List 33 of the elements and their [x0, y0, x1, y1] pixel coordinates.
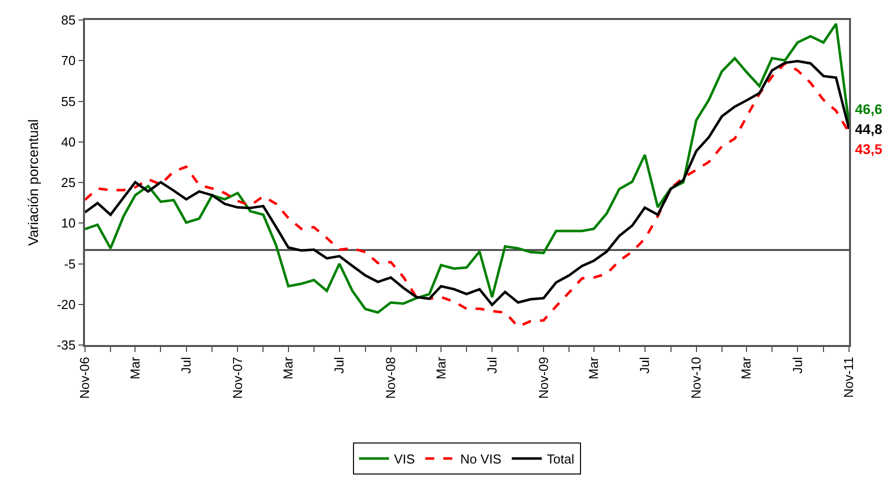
x-tick-label: Jul [484, 356, 500, 374]
x-tick-label: Nov-10 [688, 356, 704, 399]
x-tick-label: Mar [738, 356, 754, 380]
line-series [85, 22, 849, 314]
legend-label: No VIS [460, 452, 502, 467]
x-tick-label: Mar [127, 356, 142, 380]
data-label: 43,5 [855, 141, 882, 157]
y-tick-label: 25 [61, 175, 76, 190]
data-label: 46,6 [855, 101, 882, 117]
x-tick-label: Nov-07 [230, 356, 245, 399]
y-tick-label: 40 [61, 134, 76, 150]
x-tick-label: Jul [637, 356, 652, 374]
x-tick-label: Jul [178, 356, 194, 374]
legend-label: VIS [394, 452, 416, 467]
y-tick-label: -20 [56, 296, 76, 312]
x-tick-label: Jul [790, 356, 805, 374]
y-tick-label: 10 [61, 216, 76, 231]
x-tick-label: Nov-08 [383, 356, 398, 399]
y-axis-title: Variación porcentual [24, 119, 41, 246]
y-tick-label: 55 [61, 94, 76, 109]
x-tick-label: Nov-11 [841, 356, 856, 398]
y-tick-label: -5 [64, 256, 76, 272]
x-tick-label: Nov-09 [536, 356, 551, 399]
y-tick-label: 85 [61, 12, 76, 28]
x-tick-label: Mar [433, 356, 448, 380]
x-tick-label: Mar [586, 356, 602, 380]
legend-label: Total [546, 452, 574, 467]
x-tick-label: Mar [280, 356, 296, 380]
y-tick-label: -35 [56, 338, 76, 353]
x-tick-label: Nov-06 [77, 356, 92, 399]
y-tick-label: 70 [61, 53, 76, 68]
x-tick-label: Jul [332, 356, 347, 374]
data-label: 44,8 [855, 121, 882, 137]
